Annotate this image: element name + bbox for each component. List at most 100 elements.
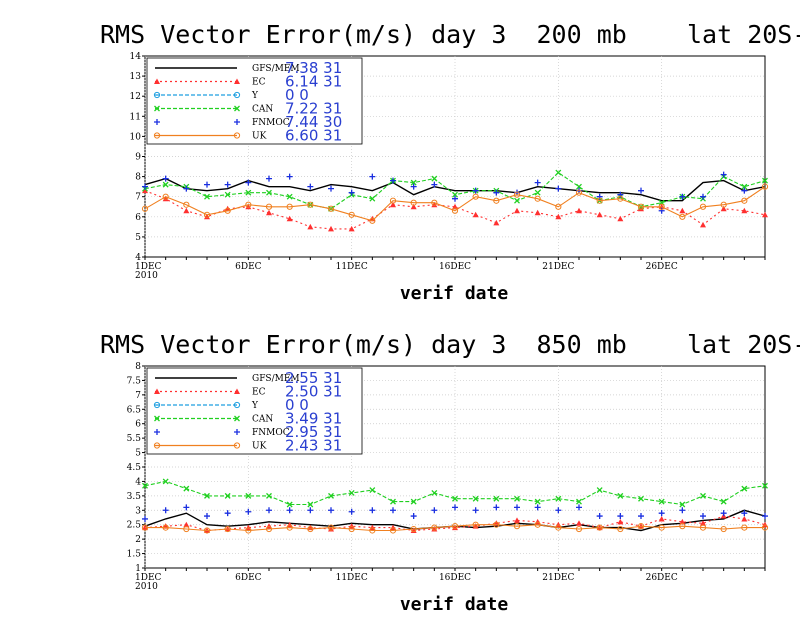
legend-y-marker bbox=[153, 91, 161, 99]
y-tick-label: 4 bbox=[135, 253, 141, 263]
series-fnmoc-point bbox=[452, 195, 458, 202]
series-can-point bbox=[452, 191, 458, 198]
series-fnmoc-point bbox=[348, 189, 355, 196]
legend-fnmoc-marker bbox=[234, 429, 240, 435]
series-ec-point bbox=[700, 520, 706, 526]
series-ec-point bbox=[514, 517, 520, 523]
series-uk-point bbox=[183, 525, 190, 533]
series-can-point bbox=[493, 495, 500, 502]
x-tick-label: 26DEC bbox=[646, 262, 678, 272]
panel-850mb: RMS Vector Error(m/s) day 3 850 mb lat 2… bbox=[100, 330, 800, 615]
x-tick-label: 16DEC bbox=[439, 573, 471, 583]
series-can-point bbox=[224, 191, 231, 198]
y-tick-label: 9 bbox=[135, 153, 141, 163]
legend-y-marker bbox=[233, 91, 241, 99]
legend-box bbox=[146, 367, 363, 455]
y-tick-label: 3.5 bbox=[127, 492, 142, 502]
series-uk-point bbox=[307, 201, 314, 208]
series-uk-point bbox=[265, 203, 273, 210]
y-tick-label: 4.5 bbox=[127, 463, 142, 473]
series-uk-point bbox=[141, 205, 149, 212]
series-can-point bbox=[348, 490, 355, 496]
series-fnmoc-point bbox=[452, 504, 458, 511]
series-ec-point bbox=[493, 219, 500, 226]
series-uk-point bbox=[286, 524, 293, 531]
series-ec-point bbox=[390, 201, 396, 208]
series-uk-point bbox=[575, 525, 583, 533]
series-uk-point bbox=[761, 524, 769, 531]
series-uk-point bbox=[472, 193, 479, 200]
series-can-point bbox=[431, 175, 438, 182]
legend-fnmoc-marker bbox=[154, 429, 160, 435]
series-uk-point bbox=[741, 197, 748, 204]
series-uk bbox=[141, 183, 769, 224]
y-tick-label: 2 bbox=[135, 535, 141, 545]
legend-uk-stat: 6.60 31 bbox=[285, 127, 342, 145]
series-fnmoc-point bbox=[493, 504, 500, 511]
legend-fnmoc-name: FNMOC bbox=[252, 428, 290, 438]
series-fnmoc-point bbox=[679, 193, 686, 200]
series-uk-point bbox=[265, 525, 273, 533]
legend-can-marker bbox=[234, 105, 240, 112]
y-tick-label: 6 bbox=[135, 213, 141, 223]
series-uk-point bbox=[658, 203, 665, 210]
series-can-point bbox=[183, 485, 190, 492]
series-can-point bbox=[534, 498, 541, 505]
legend-can-stat: 7.22 31 bbox=[285, 100, 342, 118]
series-fnmoc-point bbox=[390, 177, 396, 184]
series-ec-point bbox=[596, 211, 603, 218]
series-can-point bbox=[328, 492, 334, 499]
series-ec-point bbox=[431, 201, 438, 208]
series-ec-point bbox=[183, 207, 190, 214]
x-tick-label: 26DEC bbox=[646, 573, 678, 583]
series-fnmoc-point bbox=[204, 513, 210, 520]
y-tick-label: 4 bbox=[135, 477, 141, 487]
y-tick-label: 8 bbox=[135, 362, 141, 372]
series-uk-point bbox=[431, 199, 438, 206]
series-uk bbox=[141, 521, 769, 534]
series-can-point bbox=[762, 482, 768, 489]
series-ec-point bbox=[307, 223, 314, 230]
series-uk-point bbox=[451, 523, 459, 530]
series-fnmoc-point bbox=[720, 171, 727, 178]
y-tick-label: 5.5 bbox=[127, 434, 142, 444]
legend-y-marker bbox=[153, 401, 161, 409]
x-tick-label: 21DEC bbox=[542, 262, 574, 272]
series-can-point bbox=[741, 183, 748, 190]
series-uk-point bbox=[245, 201, 252, 208]
chart-title: RMS Vector Error(m/s) day 3 850 mb lat 2… bbox=[100, 330, 800, 359]
legend-uk-stat: 2.43 31 bbox=[285, 437, 342, 455]
series-uk-point bbox=[513, 523, 521, 530]
legend-y-stat: 0 0 bbox=[285, 86, 309, 104]
legend-ec-stat: 2.50 31 bbox=[285, 383, 342, 401]
series-uk-point bbox=[699, 524, 707, 531]
series-fnmoc-point bbox=[266, 175, 272, 182]
series-uk-point bbox=[534, 195, 541, 202]
series-ec-point bbox=[617, 518, 624, 525]
series-ec-point bbox=[617, 215, 624, 222]
legend-can-marker bbox=[234, 415, 240, 422]
series-fnmoc-point bbox=[514, 504, 520, 511]
x-tick-label: 1DEC bbox=[135, 262, 162, 272]
legend-can-marker bbox=[154, 415, 160, 422]
series-fnmoc-point bbox=[286, 507, 293, 514]
legend-fnmoc-stat: 2.95 31 bbox=[285, 423, 342, 441]
legend-ec-name: EC bbox=[252, 388, 266, 398]
series-uk-line bbox=[145, 524, 765, 532]
series-can bbox=[142, 478, 768, 508]
series-can-point bbox=[617, 492, 624, 499]
series-uk-point bbox=[224, 207, 231, 214]
series-uk-point bbox=[493, 197, 500, 204]
series-can-point bbox=[286, 501, 293, 508]
y-tick-label: 2.5 bbox=[127, 521, 142, 531]
series-uk-point bbox=[245, 527, 252, 534]
series-ec-point bbox=[183, 521, 190, 528]
series-fnmoc-point bbox=[410, 183, 417, 190]
series-ec-point bbox=[741, 207, 748, 214]
series-can-point bbox=[555, 169, 562, 176]
series-ec-point bbox=[638, 205, 644, 212]
legend-ec-marker bbox=[234, 78, 240, 84]
series-fnmoc-point bbox=[183, 185, 190, 192]
legend-gfs-mem-stat: 7.38 31 bbox=[285, 59, 342, 77]
